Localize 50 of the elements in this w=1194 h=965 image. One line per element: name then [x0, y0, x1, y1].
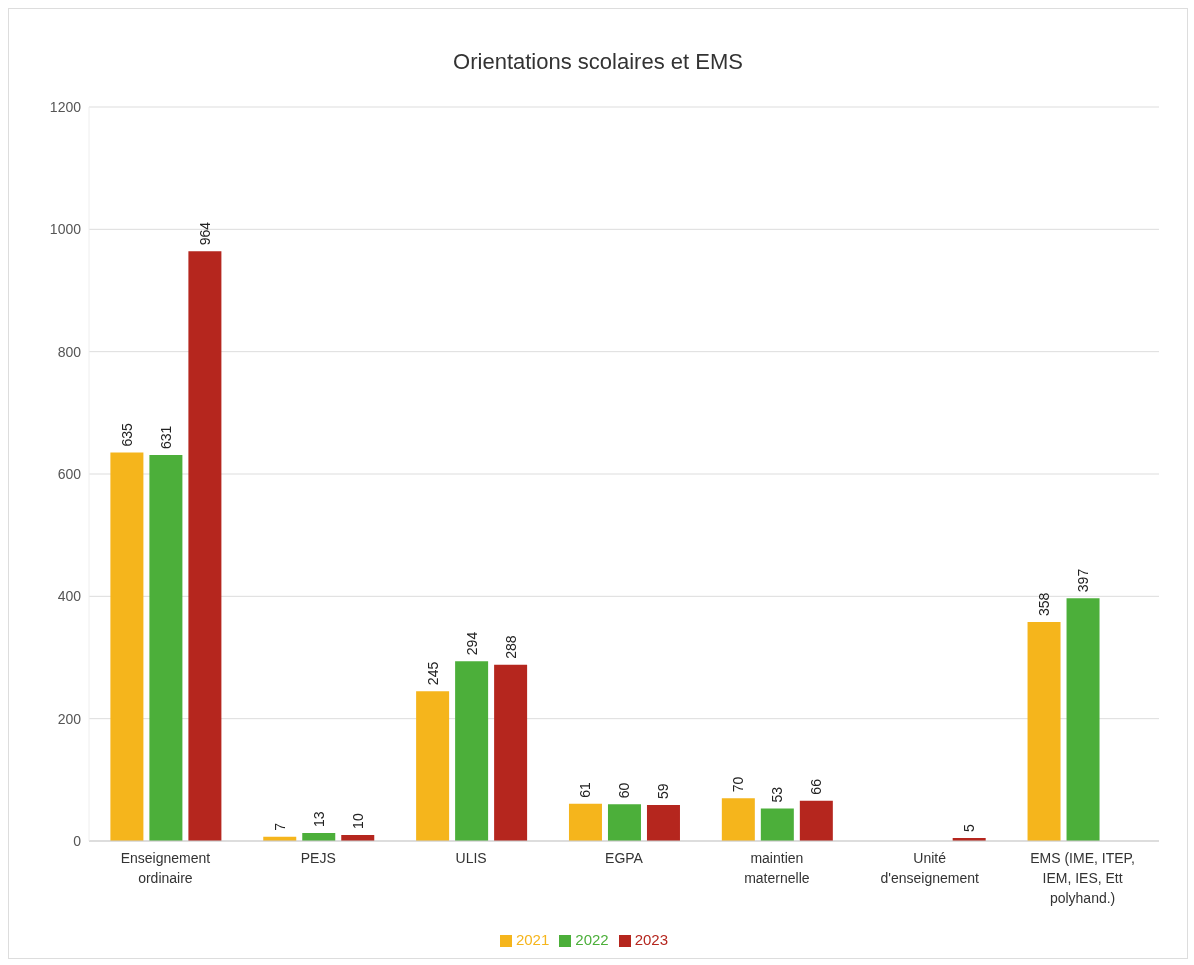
x-tick-label: maintien maternelle [744, 850, 810, 886]
data-label: 13 [310, 811, 327, 828]
data-label: 358 [1036, 592, 1053, 617]
data-label: 631 [157, 425, 174, 450]
data-label: 66 [808, 778, 825, 795]
data-label: 5 [961, 823, 978, 832]
x-tick-label: EGPA [605, 850, 644, 866]
y-tick-label: 400 [57, 588, 82, 605]
bar [494, 664, 528, 841]
bar [568, 803, 602, 841]
bar [1027, 622, 1061, 841]
x-tick-label: PEJS [300, 850, 336, 866]
bar [455, 661, 489, 841]
legend-label: 2023 [634, 931, 669, 948]
data-label: 7 [271, 822, 288, 831]
data-label: 288 [502, 635, 519, 659]
x-tick-label: Enseignement ordinaire [120, 850, 211, 886]
bar [646, 804, 680, 841]
data-label: 294 [463, 631, 480, 656]
x-tick-label: EMS (IME, ITEP, IEM, IES, Ett polyhand.) [1030, 850, 1135, 906]
data-label: 245 [424, 661, 441, 686]
legend-label: 2021 [515, 931, 550, 948]
x-tick-label: ULIS [455, 850, 487, 866]
bar [607, 804, 641, 841]
y-tick-label: 200 [57, 710, 82, 727]
data-label: 10 [349, 813, 366, 829]
y-tick-label: 0 [73, 832, 82, 849]
bar [1066, 598, 1100, 841]
data-label: 60 [616, 782, 633, 799]
bar [188, 251, 222, 841]
y-tick-label: 1000 [49, 221, 82, 238]
data-label: 397 [1075, 568, 1092, 593]
data-label: 53 [769, 786, 786, 803]
bar [721, 798, 755, 841]
y-tick-label: 1200 [49, 98, 82, 115]
bar [416, 691, 450, 841]
bar [799, 800, 833, 841]
data-label: 59 [655, 783, 672, 799]
legend-label: 2022 [575, 931, 609, 948]
data-label: 70 [730, 776, 747, 793]
bar [760, 808, 794, 841]
y-tick-label: 800 [57, 343, 82, 360]
bar [110, 452, 144, 841]
data-label: 61 [577, 781, 594, 798]
x-tick-label: Unité d'enseignement [880, 850, 980, 886]
chart-title: Orientations scolaires et EMS [452, 48, 744, 76]
bar [149, 455, 183, 841]
y-tick-label: 600 [57, 465, 82, 482]
data-label: 635 [118, 423, 135, 447]
data-label: 964 [196, 221, 213, 246]
